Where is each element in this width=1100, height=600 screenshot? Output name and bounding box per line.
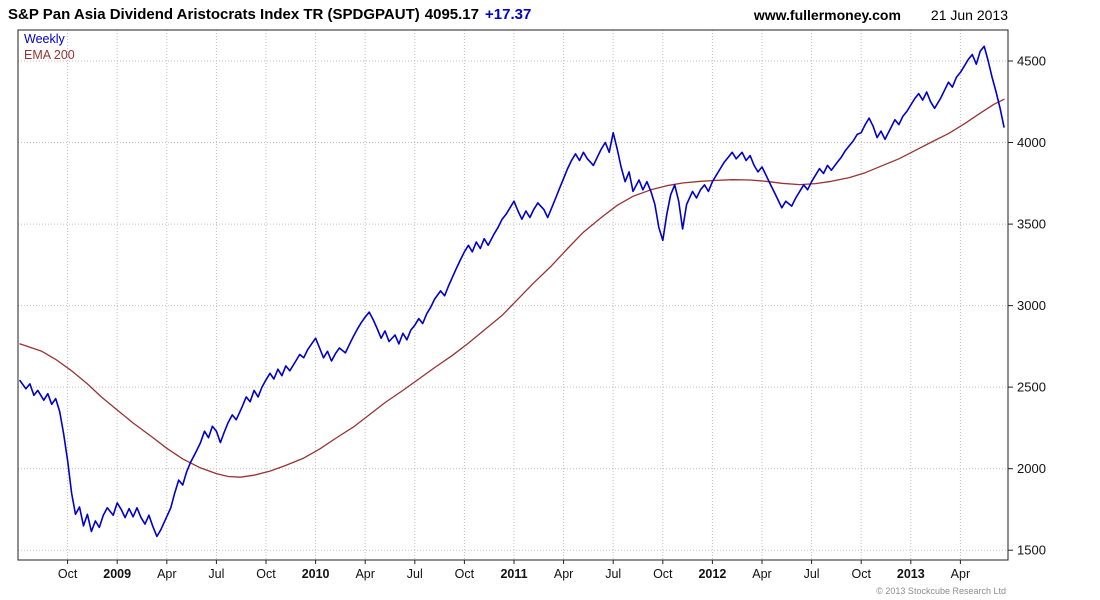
x-tick-label: Oct: [851, 567, 871, 581]
ema-line: [19, 98, 1005, 478]
x-tick-label: Jul: [804, 567, 820, 581]
chart-header: S&P Pan Asia Dividend Aristocrats Index …: [0, 0, 1100, 26]
price-line: [19, 45, 1005, 538]
y-tick-label: 4500: [1017, 54, 1046, 69]
copyright-notice: © 2013 Stockcube Research Ltd: [876, 586, 1006, 596]
legend-ema-label: EMA 200: [24, 48, 75, 62]
legend: Weekly EMA 200: [24, 31, 75, 63]
x-tick-label: Oct: [256, 567, 276, 581]
x-tick-label: 2010: [302, 567, 330, 581]
x-tick-label: Apr: [554, 567, 573, 581]
y-tick-label: 2500: [1017, 380, 1046, 395]
x-tick-label: Oct: [653, 567, 673, 581]
x-tick-label: Apr: [355, 567, 374, 581]
x-tick-label: Jul: [208, 567, 224, 581]
header-right: www.fullermoney.com 21 Jun 2013: [754, 7, 1008, 23]
x-tick-label: Jul: [605, 567, 621, 581]
y-tick-label: 4000: [1017, 135, 1046, 150]
x-tick-label: 2009: [103, 567, 131, 581]
site-link[interactable]: www.fullermoney.com: [753, 6, 901, 23]
x-tick-label: Oct: [58, 567, 78, 581]
price-change: +17.37: [485, 6, 532, 23]
last-price: 4095.17: [424, 6, 479, 23]
x-tick-label: 2011: [500, 567, 527, 581]
x-tick-label: Apr: [157, 567, 176, 581]
y-tick-label: 1500: [1017, 543, 1046, 558]
y-tick-label: 3000: [1017, 298, 1046, 313]
index-name: S&P Pan Asia Dividend Aristocrats Index …: [8, 6, 420, 23]
chart-title: S&P Pan Asia Dividend Aristocrats Index …: [8, 6, 531, 23]
x-tick-label: Jul: [407, 567, 423, 581]
y-tick-label: 2000: [1017, 461, 1046, 476]
x-tick-label: Oct: [455, 567, 475, 581]
x-tick-label: 2013: [897, 567, 925, 581]
y-tick-label: 3500: [1017, 217, 1046, 232]
legend-weekly-label: Weekly: [24, 32, 65, 46]
plot-frame: [17, 29, 1009, 561]
price-chart: Oct 2009 Apr Jul Oct 2010 Apr Jul Oct 2011 Apr Jul O…: [17, 29, 1046, 581]
x-tick-label: Apr: [752, 567, 771, 581]
x-tick-label: 2012: [698, 567, 726, 581]
chart-date: 21 Jun 2013: [930, 6, 1008, 23]
x-tick-label: Apr: [951, 567, 970, 581]
